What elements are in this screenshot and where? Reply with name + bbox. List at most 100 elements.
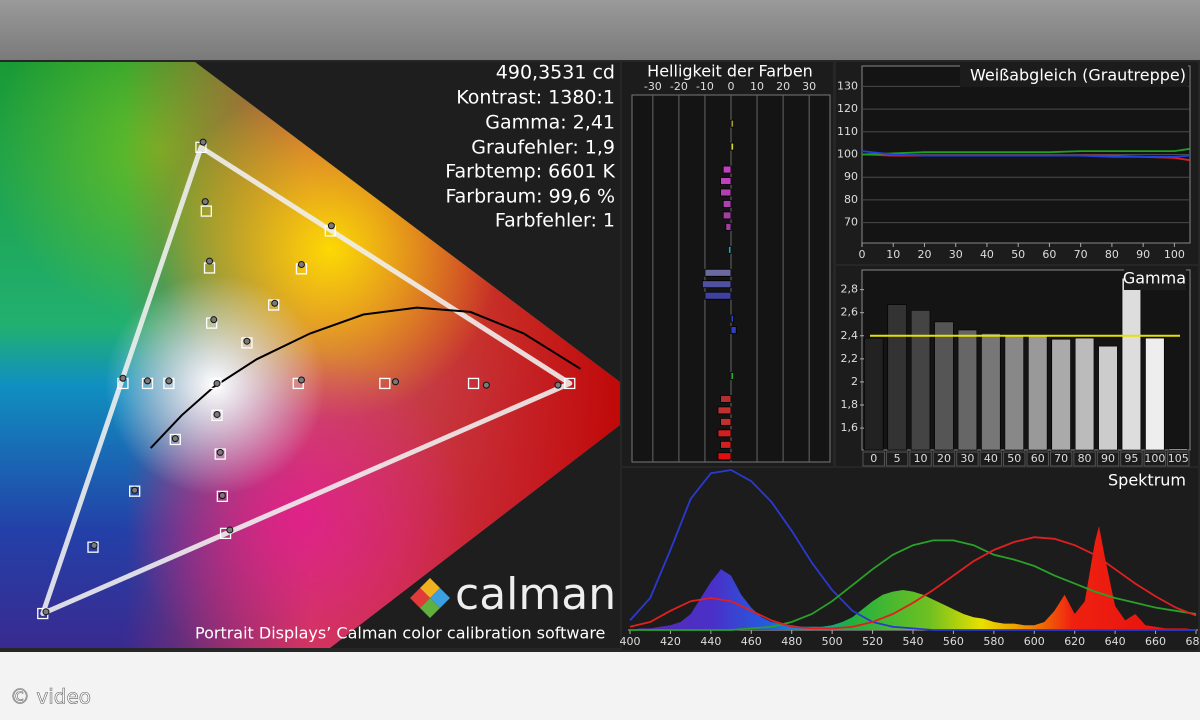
measured-point [131, 486, 139, 494]
x-tick-label: 40 [980, 248, 994, 261]
x-tick-label: 640 [1105, 635, 1126, 648]
target-point [200, 205, 212, 217]
y-tick-label: 2,8 [841, 283, 859, 296]
x-tick-label: 0 [728, 80, 735, 93]
x-tick-label: 70 [1074, 248, 1088, 261]
category-cell [885, 451, 909, 467]
measured-point [226, 526, 234, 534]
panel-title: Gamma [1123, 269, 1186, 288]
category-cell [1073, 451, 1096, 467]
x-tick-label: 400 [620, 635, 641, 648]
x-tick-label: 10 [914, 452, 928, 465]
bar [957, 329, 978, 451]
measured-point [144, 377, 152, 385]
measured-point [42, 608, 50, 616]
top-band [0, 0, 1200, 60]
measured-point [199, 138, 207, 146]
x-tick-label: 600 [1024, 635, 1045, 648]
bar [730, 119, 735, 128]
bar [910, 310, 931, 451]
measured-point [165, 377, 173, 385]
x-tick-label: 660 [1145, 635, 1166, 648]
category-cell [1003, 451, 1026, 467]
x-tick-label: 10 [750, 80, 764, 93]
x-tick-label: 50 [1011, 248, 1025, 261]
stat-gamma: Gamma: 2,41 [485, 112, 615, 134]
logo-icon [410, 578, 450, 618]
x-tick-label: 20 [937, 452, 951, 465]
x-tick-label: 90 [1136, 248, 1150, 261]
bar [981, 333, 1001, 451]
title-backdrop [960, 65, 1188, 87]
measured-point [392, 378, 400, 386]
stat-contrast: Kontrast: 1380:1 [456, 87, 615, 109]
series-line [630, 539, 1197, 631]
y-tick-label: 1,6 [841, 421, 859, 434]
measured-point [243, 337, 251, 345]
series-line [861, 150, 1191, 158]
bar [722, 211, 732, 220]
target-point [219, 527, 232, 540]
series-line [861, 147, 1191, 156]
measured-point [482, 381, 490, 389]
measured-point [218, 491, 226, 499]
measured-point [271, 299, 279, 307]
y-tick-label: 120 [837, 102, 858, 115]
panel-title: Spektrum [1108, 471, 1186, 490]
measured-point [90, 541, 98, 549]
y-tick-label: 2,6 [841, 306, 859, 319]
x-tick-label: 5 [894, 452, 901, 465]
category-cell [1096, 451, 1120, 467]
x-tick-label: 620 [1064, 635, 1085, 648]
x-tick-label: 70 [1054, 452, 1068, 465]
panel-title: Helligkeit der Farben [647, 62, 813, 81]
x-tick-label: 90 [1101, 452, 1115, 465]
x-tick-label: 520 [862, 635, 883, 648]
stat-luminance: 490,3531 cd [496, 62, 615, 84]
stat-gray-error: Graufehler: 1,9 [471, 137, 615, 159]
target-point [216, 490, 228, 502]
panel-title: Weißabgleich (Grautreppe) [970, 66, 1186, 85]
bar [722, 165, 732, 174]
category-cell [1120, 451, 1143, 467]
y-tick-label: 2 [851, 375, 858, 388]
stat-color-error: Farbfehler: 1 [495, 210, 615, 232]
x-tick-label: 20 [917, 248, 931, 261]
x-tick-label: 30 [949, 248, 963, 261]
x-tick-label: 420 [660, 635, 681, 648]
stat-gamut: Farbraum: 99,6 % [445, 186, 615, 208]
category-cell [909, 451, 932, 467]
bar [1145, 337, 1165, 451]
y-tick-label: 100 [837, 148, 858, 161]
category-cell [932, 451, 956, 467]
measured-point [554, 381, 562, 389]
measured-point [210, 316, 218, 324]
stats: 490,3531 cd Kontrast: 1380:1 Gamma: 2,41… [445, 62, 615, 232]
x-tick-label: 30 [802, 80, 816, 93]
logo-text: calman [455, 569, 616, 620]
bar [720, 417, 732, 426]
target-point [564, 377, 576, 390]
x-tick-label: 30 [960, 452, 974, 465]
category-cell [1167, 451, 1190, 467]
bar [720, 440, 732, 449]
category-cell [1143, 451, 1167, 467]
measured-point [213, 410, 221, 418]
x-tick-label: -10 [696, 80, 714, 93]
x-tick-label: 500 [822, 635, 843, 648]
x-tick-label: 580 [983, 635, 1004, 648]
x-tick-label: 440 [700, 635, 721, 648]
bar [730, 314, 735, 323]
locus-tint [0, 62, 620, 648]
x-tick-label: 460 [741, 635, 762, 648]
x-tick-label: 95 [1124, 452, 1138, 465]
bar [717, 429, 732, 438]
x-tick-label: 100 [1144, 452, 1165, 465]
x-tick-label: 680 [1185, 635, 1200, 648]
bar [1028, 335, 1048, 451]
cie-background [0, 62, 620, 648]
bar [1098, 345, 1118, 451]
bar [864, 337, 884, 451]
bottom-band [0, 652, 1200, 720]
